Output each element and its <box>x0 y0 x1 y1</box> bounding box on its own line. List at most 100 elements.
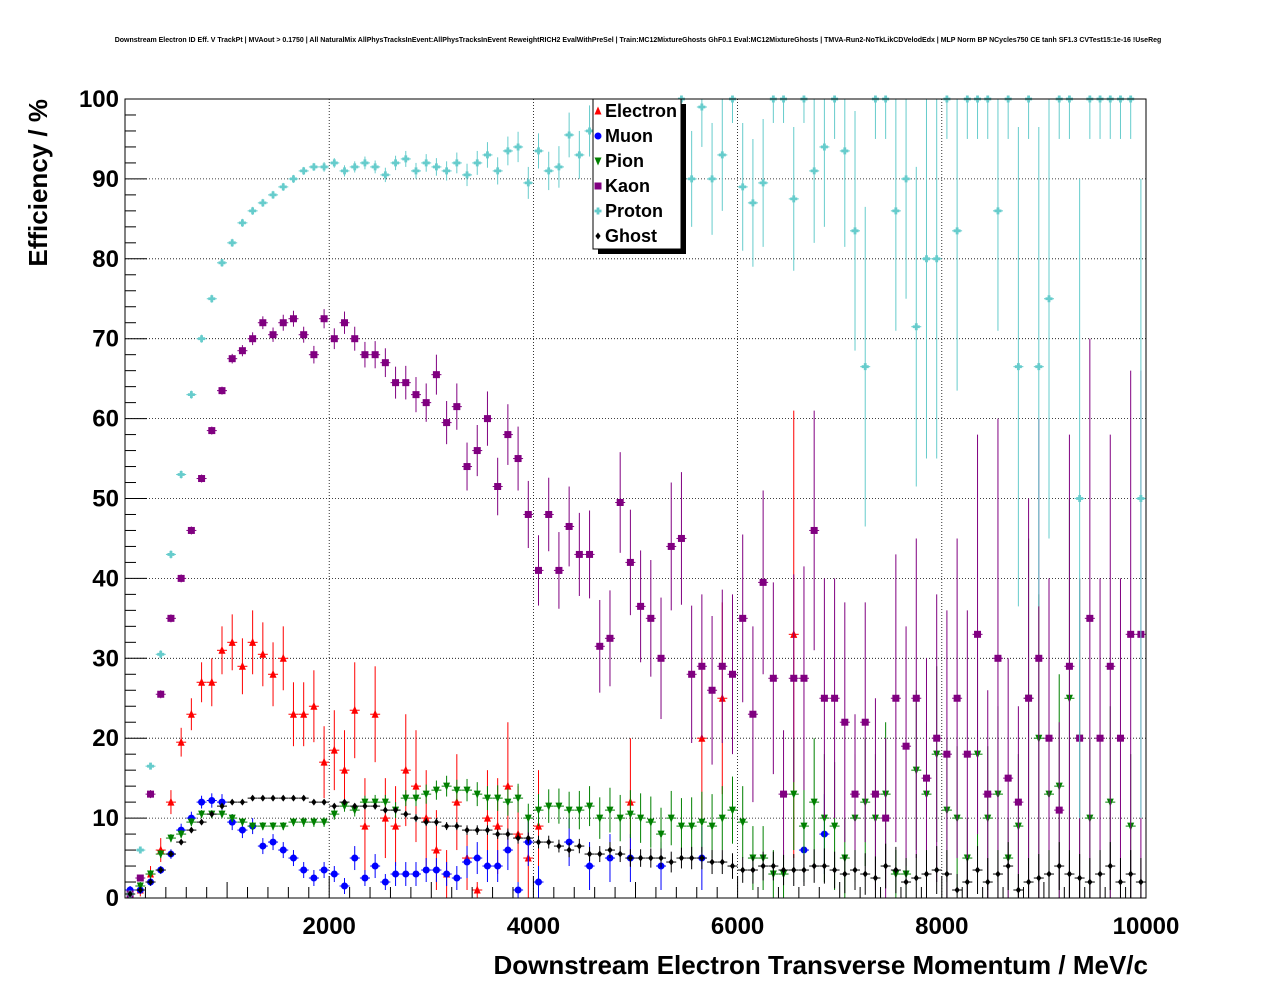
data-point <box>555 566 563 574</box>
data-point <box>167 614 175 622</box>
legend: Electron Muon Pion Kaon Proton Ghost <box>592 98 686 254</box>
data-point <box>565 838 573 846</box>
data-point <box>984 790 992 798</box>
data-point <box>923 870 930 878</box>
data-point <box>606 634 614 642</box>
data-point <box>453 403 461 411</box>
data-point <box>157 650 165 658</box>
y-tick-label: 30 <box>92 645 119 672</box>
data-point <box>607 846 613 854</box>
data-point <box>432 845 440 854</box>
data-point <box>351 806 359 815</box>
data-point <box>1014 363 1022 371</box>
data-point <box>433 818 440 826</box>
data-point <box>260 794 266 802</box>
data-point <box>412 167 420 175</box>
data-point <box>1025 694 1033 702</box>
data-point <box>330 870 338 878</box>
data-point <box>861 363 869 371</box>
data-point <box>300 331 308 339</box>
data-point <box>892 694 900 702</box>
data-point <box>943 750 951 758</box>
data-point <box>831 822 839 831</box>
x-tick-label: 10000 <box>1113 913 1180 940</box>
data-point <box>606 806 614 815</box>
data-point <box>810 526 818 534</box>
data-point <box>249 637 257 646</box>
data-point <box>371 163 379 171</box>
data-point <box>320 757 328 766</box>
data-point <box>392 159 400 167</box>
data-point <box>933 734 941 742</box>
series-electron <box>125 410 799 898</box>
data-point <box>535 566 543 574</box>
data-point <box>381 798 389 807</box>
data-point <box>586 850 593 858</box>
data-point <box>219 802 225 810</box>
data-point <box>637 602 645 610</box>
data-point <box>392 806 399 814</box>
data-point <box>228 814 236 823</box>
data-point <box>249 335 257 343</box>
data-point <box>473 790 481 799</box>
data-point <box>1086 614 1094 622</box>
data-point <box>718 662 726 670</box>
data-point <box>259 842 267 850</box>
data-point <box>463 858 471 866</box>
data-point <box>626 810 634 819</box>
y-tick-label: 80 <box>92 246 119 273</box>
data-point <box>1096 734 1104 742</box>
data-point <box>729 862 736 870</box>
data-point <box>677 822 685 831</box>
data-point <box>1014 798 1022 806</box>
data-point <box>454 822 460 830</box>
data-point <box>555 163 563 171</box>
data-point <box>300 167 308 175</box>
data-point <box>320 163 328 171</box>
data-point <box>238 219 246 227</box>
data-point <box>473 885 481 894</box>
data-point <box>229 798 235 806</box>
data-point <box>187 391 195 399</box>
data-point <box>902 175 910 183</box>
data-point <box>575 550 583 558</box>
data-point <box>473 854 481 862</box>
data-point <box>228 355 236 363</box>
data-point <box>514 886 522 894</box>
data-point <box>688 670 696 678</box>
data-point <box>597 850 603 858</box>
data-point <box>280 794 286 802</box>
data-point <box>188 826 194 834</box>
y-tick-label: 0 <box>106 885 119 912</box>
data-point <box>432 866 440 874</box>
data-point <box>811 862 817 870</box>
y-tick-label: 40 <box>92 565 119 592</box>
data-point <box>780 866 787 874</box>
data-point <box>576 842 582 850</box>
x-tick-label: 8000 <box>915 913 968 940</box>
data-point <box>708 175 716 183</box>
data-point <box>483 151 491 159</box>
data-point <box>851 790 859 798</box>
data-point <box>269 669 277 678</box>
y-axis-label: Efficiency / % <box>23 99 53 267</box>
data-point <box>1056 862 1062 870</box>
data-point <box>300 709 308 718</box>
data-point <box>209 810 215 818</box>
data-point <box>443 822 450 830</box>
data-point <box>718 814 726 823</box>
data-point <box>810 798 818 807</box>
data-point <box>362 802 368 810</box>
data-point <box>688 822 696 831</box>
data-point <box>371 862 379 870</box>
data-point <box>1066 870 1073 878</box>
data-point <box>167 834 175 843</box>
data-point <box>586 802 594 811</box>
data-point <box>412 870 420 878</box>
data-point <box>310 818 318 827</box>
data-point <box>780 790 788 798</box>
data-point <box>504 846 512 854</box>
data-point <box>168 850 174 858</box>
data-point <box>617 850 623 858</box>
